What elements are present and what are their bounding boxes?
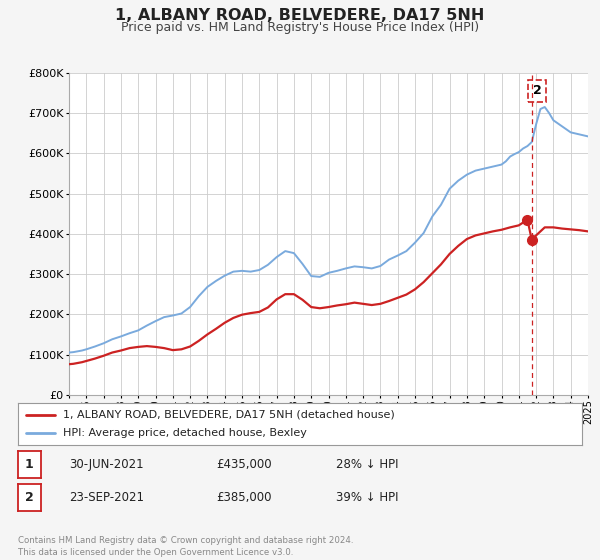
Text: 28% ↓ HPI: 28% ↓ HPI bbox=[336, 458, 398, 471]
Text: 1, ALBANY ROAD, BELVEDERE, DA17 5NH (detached house): 1, ALBANY ROAD, BELVEDERE, DA17 5NH (det… bbox=[63, 410, 395, 420]
Text: 2: 2 bbox=[25, 491, 34, 504]
Text: 39% ↓ HPI: 39% ↓ HPI bbox=[336, 491, 398, 504]
Text: £435,000: £435,000 bbox=[216, 458, 272, 471]
Text: 1: 1 bbox=[25, 458, 34, 471]
Text: £385,000: £385,000 bbox=[216, 491, 271, 504]
Text: 30-JUN-2021: 30-JUN-2021 bbox=[69, 458, 143, 471]
Text: HPI: Average price, detached house, Bexley: HPI: Average price, detached house, Bexl… bbox=[63, 428, 307, 438]
Text: Price paid vs. HM Land Registry's House Price Index (HPI): Price paid vs. HM Land Registry's House … bbox=[121, 21, 479, 34]
Text: 2: 2 bbox=[533, 85, 541, 97]
Text: 23-SEP-2021: 23-SEP-2021 bbox=[69, 491, 144, 504]
Text: 1, ALBANY ROAD, BELVEDERE, DA17 5NH: 1, ALBANY ROAD, BELVEDERE, DA17 5NH bbox=[115, 8, 485, 24]
Text: Contains HM Land Registry data © Crown copyright and database right 2024.
This d: Contains HM Land Registry data © Crown c… bbox=[18, 536, 353, 557]
